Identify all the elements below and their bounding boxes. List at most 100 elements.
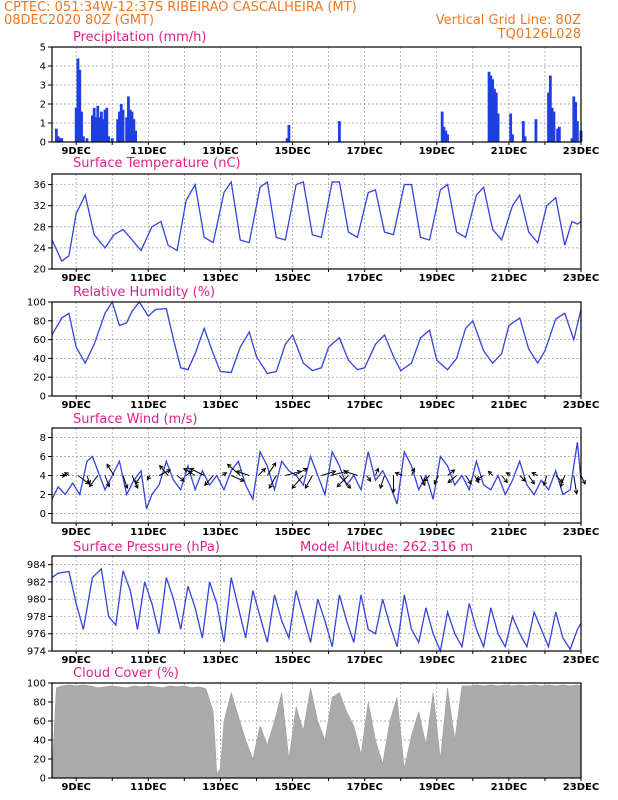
- wind-arrow-head: [374, 467, 380, 473]
- y-tick-label: 5: [40, 43, 46, 54]
- wind-arrow: [106, 464, 115, 476]
- wind-arrow: [257, 468, 266, 476]
- wind-arrow: [476, 475, 484, 481]
- wind-arrow-head: [235, 470, 241, 475]
- x-tick-label: 17DEC: [346, 146, 382, 157]
- x-tick-label: 11DEC: [130, 655, 166, 666]
- panel-frame: [51, 682, 582, 779]
- series-line: [51, 180, 582, 263]
- cloud-cover-title: Cloud Cover (%): [73, 666, 179, 681]
- y-tick-label: 2: [40, 100, 46, 111]
- x-tick-label: 9DEC: [61, 400, 90, 411]
- precip-bar: [285, 138, 289, 142]
- x-tick-label: 17DEC: [346, 527, 382, 538]
- precip-bar: [74, 107, 78, 142]
- wind-arrow-head: [189, 467, 195, 473]
- wind-arrow: [501, 475, 508, 483]
- x-tick-label: 9DEC: [61, 782, 90, 793]
- precip-bar: [107, 136, 111, 142]
- wind-arrow: [339, 475, 351, 489]
- y-tick-label: 80: [33, 698, 46, 709]
- precip-bar: [60, 138, 64, 142]
- wind-arrow: [344, 470, 358, 476]
- x-tick-label: 11DEC: [130, 782, 166, 793]
- x-tick-label: 13DEC: [202, 273, 238, 284]
- y-tick-label: 40: [33, 736, 46, 747]
- precip-bar: [127, 96, 130, 142]
- wind-arrow-head: [261, 467, 267, 473]
- y-tick-label: 20: [33, 373, 46, 384]
- wind-arrow-head: [183, 467, 188, 473]
- wind-arrow: [236, 470, 250, 476]
- y-tick-label: 974: [27, 647, 46, 658]
- x-tick-label: 13DEC: [202, 400, 238, 411]
- wind-arrow-head: [581, 479, 586, 485]
- wind-arrow-head: [63, 472, 69, 477]
- precip-bar: [58, 138, 62, 142]
- y-tick-label: 984: [27, 560, 46, 571]
- precip-bar: [90, 115, 94, 142]
- wind-title: Surface Wind (m/s): [73, 412, 197, 427]
- wind-arrow-head: [450, 469, 456, 474]
- wind-arrow: [395, 472, 403, 476]
- series-line: [51, 442, 582, 509]
- precip-bar: [574, 102, 577, 142]
- wind-arrow: [433, 475, 440, 485]
- precip-bar: [552, 111, 556, 142]
- wind-arrow-head: [134, 479, 140, 485]
- wind-arrow: [560, 475, 566, 487]
- x-tick-label: 21DEC: [491, 273, 527, 284]
- wind-arrow-head: [239, 477, 245, 482]
- header-run-id: TQ0126L028: [497, 27, 581, 42]
- precip-bar: [487, 71, 491, 142]
- wind-arrow: [543, 475, 548, 486]
- wind-arrow: [555, 475, 564, 483]
- wind-arrow-head: [505, 472, 511, 477]
- header-location: CPTEC: 051:34W-12:37S RIBEIRAO CASCALHEI…: [4, 0, 357, 15]
- y-tick-label: 60: [33, 717, 46, 728]
- precip-bar: [125, 117, 129, 142]
- x-tick-label: 21DEC: [491, 782, 527, 793]
- y-tick-label: 982: [27, 577, 46, 588]
- precip-bar: [287, 124, 291, 142]
- x-tick-label: 19DEC: [419, 655, 455, 666]
- precip-bar: [100, 111, 103, 142]
- panel-frame: [51, 427, 582, 524]
- wind-arrow-head: [204, 481, 209, 487]
- wind-arrow-head: [573, 489, 579, 495]
- x-tick-label: 19DEC: [419, 400, 455, 411]
- wind-arrow: [183, 468, 196, 476]
- wind-arrow-head: [410, 467, 416, 473]
- y-tick-label: 24: [33, 243, 46, 254]
- precip-bar: [556, 128, 559, 142]
- wind-arrow: [227, 463, 241, 476]
- x-tick-label: 21DEC: [491, 527, 527, 538]
- wind-arrow: [330, 470, 348, 476]
- wind-arrow: [411, 468, 415, 476]
- precip-bar: [128, 109, 132, 142]
- panel-frame: [51, 173, 582, 270]
- precip-bar: [132, 119, 136, 142]
- wind-arrow: [528, 475, 535, 485]
- precip-bar: [446, 134, 449, 142]
- humidity-title: Relative Humidity (%): [73, 285, 215, 300]
- x-tick-label: 19DEC: [419, 527, 455, 538]
- wind-arrow-head: [331, 469, 337, 475]
- x-tick-label: 23DEC: [563, 400, 599, 411]
- wind-arrow: [379, 475, 385, 489]
- x-tick-label: 9DEC: [61, 273, 90, 284]
- x-tick-label: 23DEC: [563, 146, 599, 157]
- x-tick-label: 17DEC: [346, 400, 382, 411]
- precip-bar: [54, 128, 58, 142]
- x-tick-label: 23DEC: [563, 782, 599, 793]
- x-tick-label: 15DEC: [274, 782, 310, 793]
- wind-arrow: [86, 475, 91, 485]
- y-tick-label: 4: [40, 471, 46, 482]
- wind-arrow-head: [226, 463, 232, 469]
- y-tick-label: 32: [33, 201, 46, 212]
- wind-arrow-head: [268, 484, 273, 490]
- header-date: 08DEC2020 80Z (GMT): [4, 13, 154, 28]
- y-tick-label: 100: [27, 679, 46, 690]
- x-tick-label: 9DEC: [61, 655, 90, 666]
- wind-arrow: [231, 475, 245, 482]
